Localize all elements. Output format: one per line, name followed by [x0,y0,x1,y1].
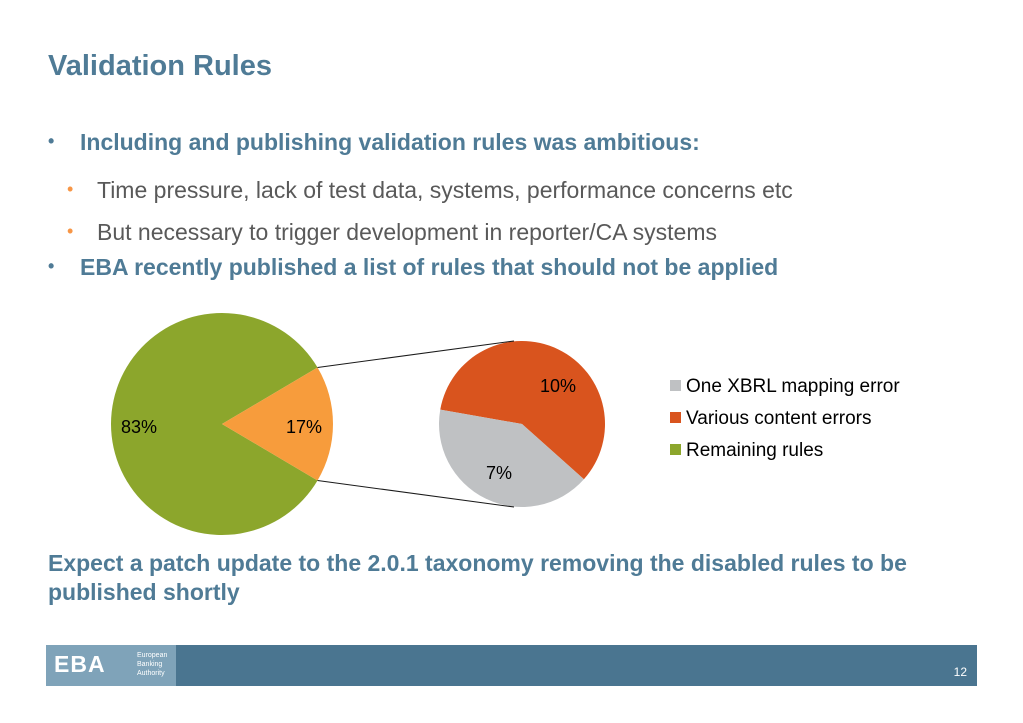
bullet-level2: • Time pressure, lack of test data, syst… [67,177,793,204]
pie-slice-various-content-errors [440,341,605,480]
bullet-text: But necessary to trigger development in … [97,219,718,245]
data-label: 83% [121,417,157,437]
bullet-level1: • EBA recently published a list of rules… [48,254,779,281]
page-number: 12 [953,665,967,679]
bullet-dot: • [48,131,55,151]
footer-bar: EBA European Banking Authority 12 [46,645,977,686]
bullet-dot: • [67,179,74,199]
legend-swatch-remaining-rules [670,444,681,455]
data-label: 17% [286,417,322,437]
data-label: 7% [486,463,512,483]
pie-of-pie-chart: 83% 17% 10% 7% One XBRL mapping error Various… [110,313,900,535]
pie-slice-one-xbrl-mapping-error [439,409,584,507]
connector-line-top [317,340,515,368]
slide-title: Validation Rules [48,50,272,82]
bullet-dot: • [67,221,74,241]
pie-slice-split [222,367,333,481]
pie-slice-remaining-rules [110,313,318,535]
footnote: Expect a patch update to the 2.0.1 taxon… [48,550,907,605]
legend-label-remaining-rules: Remaining rules [686,440,823,461]
legend-label-various-content-errors: Various content errors [686,408,872,429]
legend-label-one-xbrl-mapping-error: One XBRL mapping error [686,376,900,397]
legend-swatch-various-content-errors [670,412,681,423]
bullet-dot: • [48,256,55,276]
eba-logo: EBA European Banking Authority [46,645,176,686]
legend-swatch-one-xbrl-mapping-error [670,380,681,391]
bullet-level1: • Including and publishing validation ru… [48,129,700,156]
bullet-text: EBA recently published a list of rules t… [80,254,779,280]
connector-line-bottom [317,480,515,508]
logo-text: EBA [54,651,106,677]
logo-subtitle: European Banking Authority [137,652,168,677]
data-label: 10% [540,376,576,396]
bullet-text: Time pressure, lack of test data, system… [97,177,793,203]
bullet-text: Including and publishing validation rule… [80,129,700,155]
bullet-level2: • But necessary to trigger development i… [67,219,718,246]
